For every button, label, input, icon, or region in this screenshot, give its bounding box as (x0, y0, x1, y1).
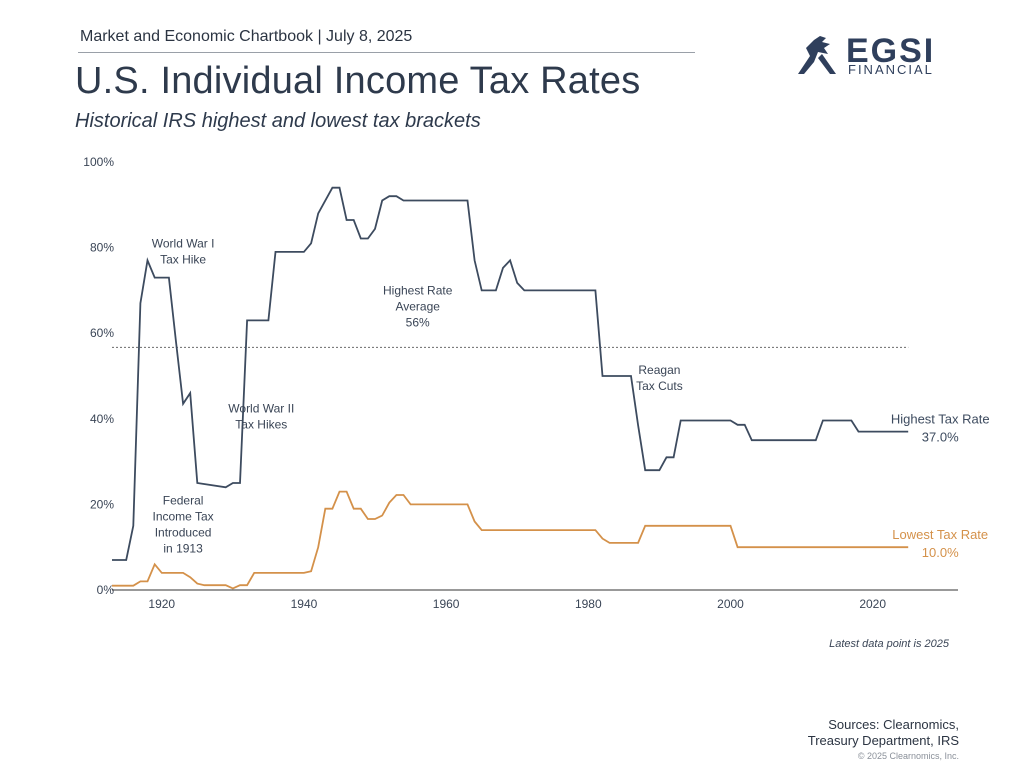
latest-data-note: Latest data point is 2025 (829, 638, 949, 650)
x-tick-label: 1960 (433, 597, 460, 611)
header-rule (78, 52, 695, 53)
series-label-lowest: Lowest Tax Rate 10.0% (892, 527, 988, 560)
leaping-figure-icon (798, 36, 836, 74)
chart-annotations: World War I Tax Hike Highest Rate Average 56… (152, 237, 683, 556)
annotation-fed: Federal Income Tax Introduced in 1913 (153, 493, 214, 555)
x-tick-label: 2000 (717, 597, 744, 611)
annotation-line: Tax Hikes (235, 417, 287, 431)
annotation-line: Tax Cuts (636, 379, 683, 393)
series-highest-tax-rate (112, 186, 909, 561)
sources-line-1: Sources: Clearnomics, (828, 717, 959, 732)
annotation-line: in 1913 (163, 541, 203, 555)
annotation-line: Introduced (155, 525, 212, 539)
x-tick-label: 1920 (148, 597, 175, 611)
annotation-ww1: World War I Tax Hike (152, 237, 215, 267)
annotation-line: World War I (152, 237, 215, 251)
series-label-value: 10.0% (922, 545, 959, 560)
y-tick-label: 60% (90, 326, 114, 340)
y-tick-label: 100% (83, 155, 114, 169)
y-tick-label: 20% (90, 497, 114, 511)
chartbook-label: Market and Economic Chartbook | July 8, … (80, 28, 413, 45)
annotation-line: Highest Rate (383, 284, 453, 298)
sources-line-2: Treasury Department, IRS (807, 733, 959, 748)
annotation-line: World War II (228, 401, 294, 415)
x-tick-label: 1980 (575, 597, 602, 611)
series-lowest-tax-rate (112, 490, 909, 590)
page-title: U.S. Individual Income Tax Rates (75, 60, 641, 102)
annotation-line: 56% (406, 316, 430, 330)
logo-subname: FINANCIAL (848, 62, 934, 77)
x-tick-label: 2020 (859, 597, 886, 611)
x-axis: 1920 1940 1960 1980 2000 2020 (148, 597, 886, 611)
x-tick-label: 1940 (291, 597, 318, 611)
series-label-name: Highest Tax Rate (891, 412, 990, 427)
series-label-name: Lowest Tax Rate (892, 527, 988, 542)
sources-note: Sources: Clearnomics, Treasury Departmen… (808, 717, 959, 749)
y-tick-label: 0% (97, 583, 115, 597)
annotation-line: Tax Hike (160, 253, 206, 267)
series-label-value: 37.0% (922, 430, 959, 445)
egsi-logo: EGSI FINANCIAL (796, 32, 956, 80)
page-subtitle: Historical IRS highest and lowest tax br… (75, 110, 481, 132)
y-tick-label: 40% (90, 412, 114, 426)
annotation-reagan: Reagan Tax Cuts (636, 363, 683, 393)
series-label-highest: Highest Tax Rate 37.0% (891, 412, 990, 445)
copyright-note: © 2025 Clearnomics, Inc. (857, 751, 959, 761)
annotation-line: Income Tax (153, 509, 214, 523)
logo-name: EGSI (846, 32, 936, 70)
annotation-line: Average (395, 300, 440, 314)
annotation-line: Reagan (638, 363, 680, 377)
series-labels: Highest Tax Rate 37.0% Lowest Tax Rate 10.0… (891, 412, 990, 561)
annotation-line: Federal (163, 493, 204, 507)
y-tick-label: 80% (90, 241, 114, 255)
annotation-avg: Highest Rate Average 56% (383, 284, 453, 330)
annotation-ww2: World War II Tax Hikes (228, 401, 294, 431)
y-axis: 0% 20% 40% 60% 80% 100% (83, 155, 114, 597)
